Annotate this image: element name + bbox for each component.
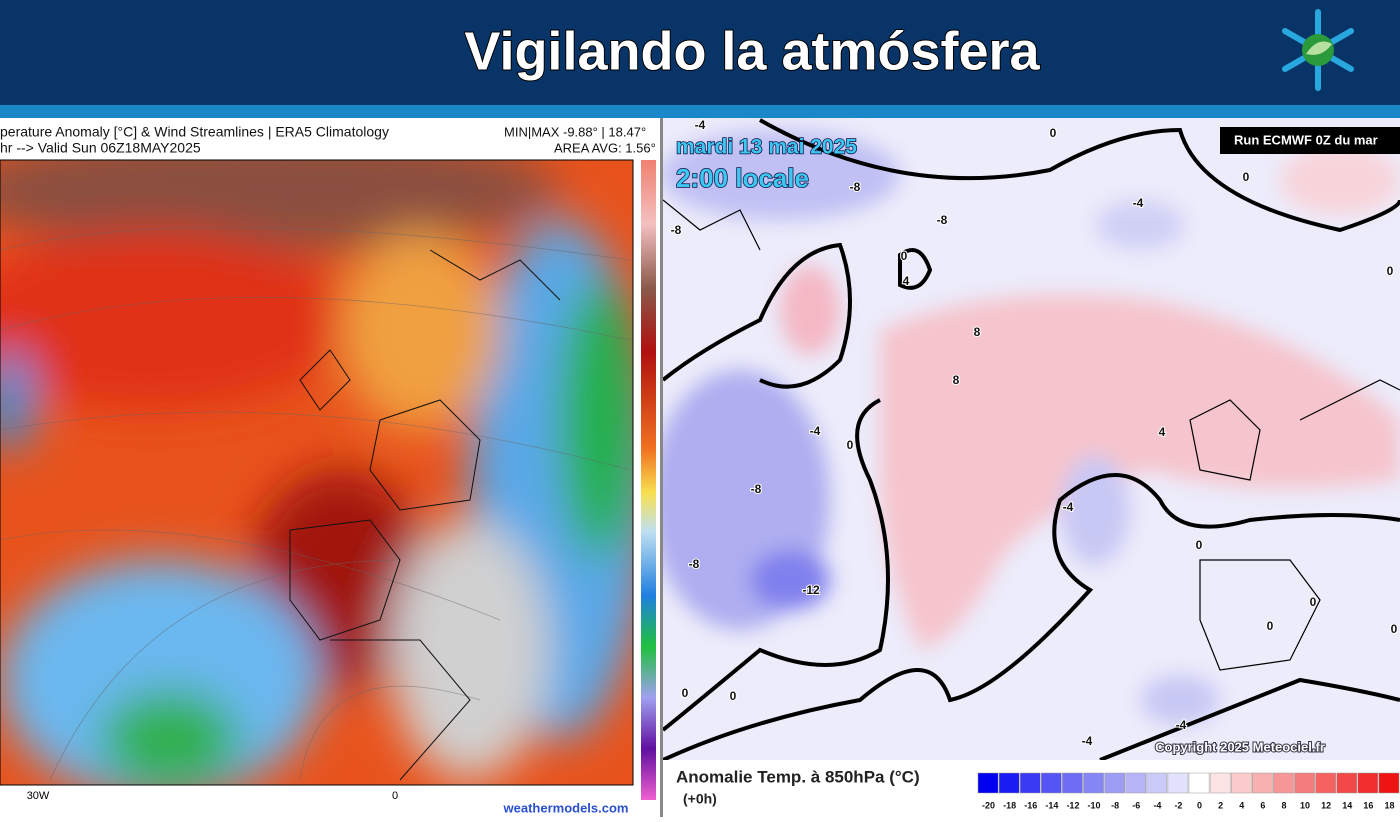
colorbar-swatch	[1188, 772, 1210, 794]
contour-label: -8	[671, 223, 682, 237]
colorbar-label: 12	[1321, 800, 1331, 810]
colorbar-swatch	[1315, 772, 1336, 794]
contour-label: 0	[1243, 170, 1250, 184]
contour-label: 8	[974, 325, 981, 339]
colorbar-label: -20	[982, 800, 995, 810]
contour-label: 4	[903, 274, 910, 288]
colorbar-label: -12	[1066, 800, 1079, 810]
contour-label: -8	[937, 213, 948, 227]
contour-label: 0	[1310, 595, 1317, 609]
lead-time: (+0h)	[683, 791, 717, 807]
left-title: perature Anomaly [°C] & Wind Streamlines…	[0, 124, 389, 140]
colorbar-swatch	[1125, 772, 1147, 794]
colorbar-swatch	[1357, 772, 1379, 794]
colorbar-swatch	[1041, 772, 1062, 794]
contour-label: 8	[953, 373, 960, 387]
colorbar-label: 18	[1384, 800, 1394, 810]
colorbar-swatch	[1252, 772, 1273, 794]
colorbar-swatch	[1083, 772, 1104, 794]
contour-label: 0	[682, 686, 689, 700]
colorbar: -20 -18 -16 -14 -12 -10 -8 -6 -4 -2 0 2 4 6 8 10 12 14 16 1…	[977, 772, 1400, 810]
run-label: Run ECMWF 0Z du mar	[1234, 132, 1378, 147]
colorbar-swatch	[1104, 772, 1125, 794]
time: 2:00 locale	[676, 163, 809, 193]
colorbar-swatch	[1378, 772, 1400, 794]
left-area-avg: AREA AVG: 1.56°	[554, 140, 656, 155]
right-map: -4 0 -8 -8 -8 -4 0 0 4 8 8 -4 0 4 -4 -8 -8 -12 0 0 0 0 0 -4 0 -4 0	[663, 118, 1400, 760]
colorbar-label: 8	[1281, 800, 1286, 810]
colorbar-swatch	[1230, 772, 1252, 794]
colorbar-label: -4	[1153, 800, 1161, 810]
contour-label: -4	[1063, 500, 1074, 514]
contour-label: 0	[1050, 126, 1057, 140]
header-bar	[0, 0, 1400, 105]
run-box	[1220, 127, 1400, 154]
colorbar-label: -10	[1088, 800, 1101, 810]
contour-label: 0	[901, 249, 908, 263]
contour-label: 0	[1267, 619, 1274, 633]
contour-label: 0	[1391, 622, 1398, 636]
contour-label: -8	[850, 180, 861, 194]
colorbar-label: 0	[1197, 800, 1202, 810]
colorbar-label: -14	[1045, 800, 1058, 810]
legend-title: Anomalie Temp. à 850hPa (°C)	[676, 767, 920, 786]
colorbar-label: 6	[1260, 800, 1265, 810]
left-map-frame	[0, 159, 634, 786]
header-title: Vigilando la atmósfera	[464, 21, 1040, 81]
contour-label: -4	[1133, 196, 1144, 210]
divider	[660, 118, 663, 817]
colorbar-label: 16	[1363, 800, 1373, 810]
colorbar-label: 2	[1218, 800, 1223, 810]
colorbar-swatch	[1019, 772, 1041, 794]
colorbar-label: 4	[1239, 800, 1244, 810]
contour-label: -8	[751, 482, 762, 496]
left-minmax: MIN|MAX -9.88° | 18.47°	[504, 124, 646, 139]
left-map	[0, 160, 633, 785]
colorbar-swatch	[998, 772, 1020, 794]
contour-label: 0	[1387, 264, 1394, 278]
copyright: Copyright 2025 Meteociel.fr	[1155, 739, 1325, 754]
left-colorbar	[641, 160, 656, 800]
date: mardi 13 mai 2025	[676, 136, 857, 159]
colorbar-label: -2	[1174, 800, 1182, 810]
contour-label: -8	[689, 557, 700, 571]
credit: weathermodels.com	[503, 800, 629, 815]
colorbar-label: -18	[1003, 800, 1016, 810]
header-stripe	[0, 105, 1400, 118]
colorbar-swatch	[1294, 772, 1315, 794]
colorbar-label: -6	[1132, 800, 1140, 810]
colorbar-label: 10	[1300, 800, 1310, 810]
logo	[1282, 9, 1354, 91]
contour-label: 4	[1159, 425, 1166, 439]
colorbar-swatch	[1146, 772, 1168, 794]
colorbar-label: -8	[1111, 800, 1119, 810]
contour-label: 0	[730, 689, 737, 703]
colorbar-swatch	[1336, 772, 1358, 794]
colorbar-swatch	[1209, 772, 1231, 794]
contour-label: 0	[1196, 538, 1203, 552]
x-label: 0	[392, 790, 398, 802]
colorbar-label: -16	[1024, 800, 1037, 810]
contour-label: -4	[1082, 734, 1093, 748]
colorbar-swatch	[1167, 772, 1189, 794]
colorbar-swatch	[1273, 772, 1294, 794]
contour-label: -4	[810, 424, 821, 438]
contour-label: -4	[1176, 718, 1187, 732]
left-subtitle: hr --> Valid Sun 06Z18MAY2025	[0, 140, 201, 156]
contour-label: -4	[695, 118, 706, 132]
colorbar-swatch	[1062, 772, 1083, 794]
colorbar-label: 14	[1342, 800, 1352, 810]
contour-label: -12	[802, 583, 820, 597]
x-label: 30W	[27, 790, 50, 802]
colorbar-swatch	[977, 772, 999, 794]
contour-label: 0	[847, 438, 854, 452]
